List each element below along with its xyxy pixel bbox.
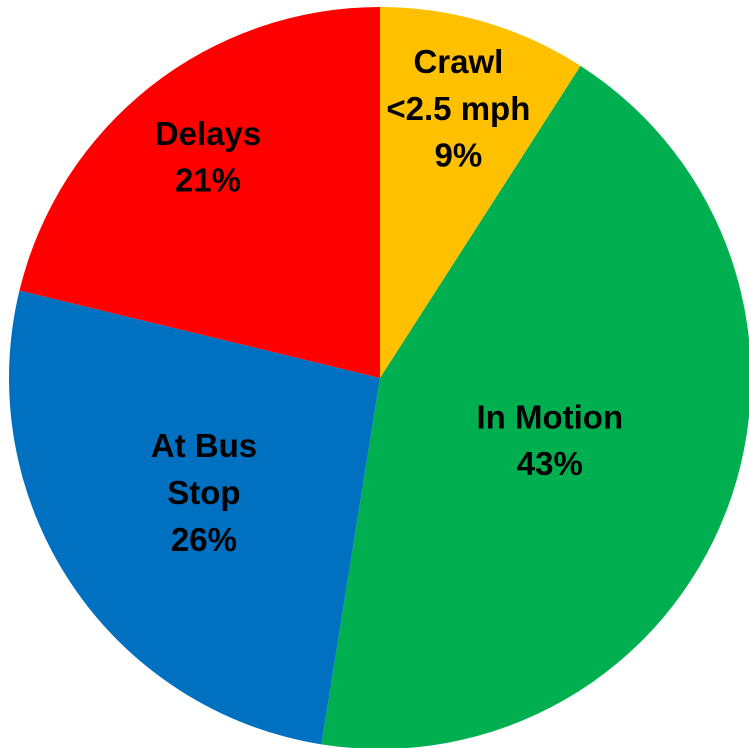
slice-label-line: Delays (155, 114, 261, 151)
pie-slice (8, 290, 380, 745)
slice-label-line: Stop (167, 474, 240, 511)
slice-label: At Bus Stop (151, 427, 257, 511)
pie-slice (380, 7, 581, 378)
slice-label: In Motion (477, 398, 624, 435)
slice-label: Delays (155, 114, 261, 151)
pie-slice (19, 7, 380, 378)
slice-value-label: 9% (435, 137, 483, 174)
slice-label-line: In Motion (477, 398, 624, 435)
slice-label-line: At Bus (151, 427, 257, 464)
slice-label-line: Crawl (413, 43, 503, 80)
slice-label: Crawl <2.5 mph (386, 43, 530, 127)
slice-value-label: 21% (175, 161, 241, 198)
slice-label-line: <2.5 mph (386, 90, 530, 127)
pie-slice (321, 65, 749, 748)
slice-value-label: 43% (517, 445, 583, 482)
slice-value-label: 26% (171, 521, 237, 558)
